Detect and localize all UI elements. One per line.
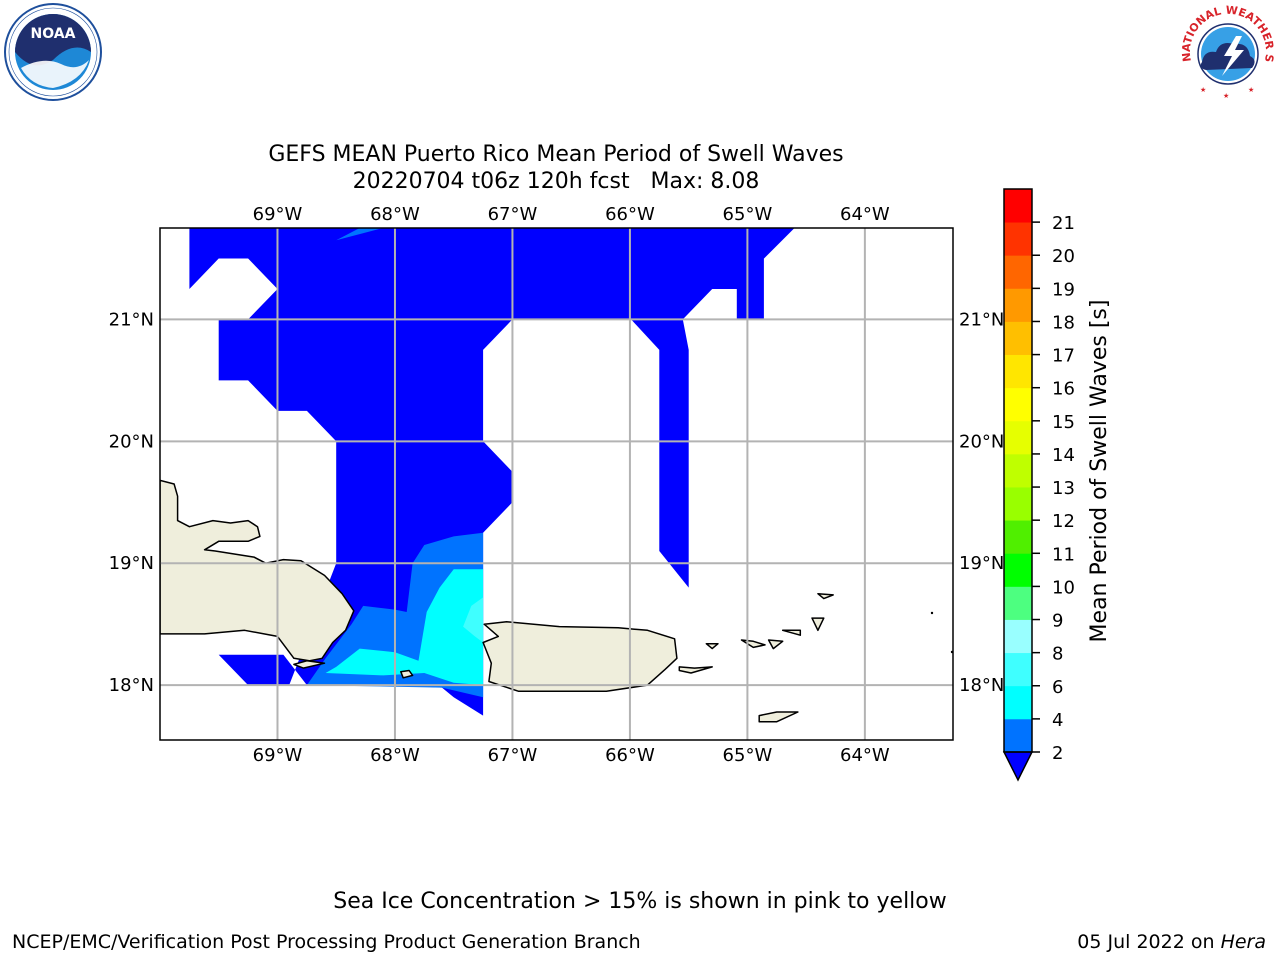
- land-culebra: [705, 642, 719, 650]
- lon-label-bottom: 64°W: [840, 745, 890, 766]
- run-date: 05 Jul 2022 on Hera: [1077, 931, 1266, 953]
- land-virgin-gorda: [811, 617, 825, 632]
- lon-label-bottom: 67°W: [488, 745, 538, 766]
- colorbar-bin: [1004, 652, 1032, 687]
- lat-label-left: 21°N: [109, 309, 154, 330]
- colorbar: 2 4 6 8 9 10 11 12 13 14 15 16 17 18 19 20 21 Mean Perio…: [1002, 188, 1112, 782]
- lon-label-bottom: 65°W: [723, 745, 773, 766]
- colorbar-tick-label: 21: [1052, 213, 1075, 234]
- colorbar-tick-label: 20: [1052, 246, 1075, 267]
- colorbar-under-arrow: [1002, 751, 1034, 782]
- lon-label-top: 66°W: [605, 204, 655, 225]
- small-islands: [930, 611, 954, 654]
- svg-text:★: ★: [1200, 86, 1206, 94]
- colorbar-bin: [1004, 387, 1032, 422]
- lat-label-right: 19°N: [959, 553, 1004, 574]
- colorbar-tick-label: 12: [1052, 511, 1075, 532]
- longitude-labels: 69°W 69°W 68°W 68°W 67°W 67°W 66°W 66°W 65°W 65°W…: [253, 204, 890, 766]
- lon-label-top: 67°W: [488, 204, 538, 225]
- contour-region-6s-4: [325, 569, 484, 686]
- lat-label-right: 20°N: [959, 431, 1004, 452]
- colorbar-bin: [1004, 189, 1032, 223]
- island-dot: [950, 650, 954, 654]
- noaa-logo-text: NOAA: [31, 26, 76, 42]
- map-subtitle: 20220704 t06z 120h fcst Max: 8.08: [353, 169, 760, 194]
- land-hispaniola: [160, 479, 355, 662]
- lat-label-left: 19°N: [109, 553, 154, 574]
- colorbar-tick-label: 11: [1052, 544, 1075, 565]
- colorbar-tick-label: 17: [1052, 346, 1075, 367]
- colorbar-bin: [1004, 255, 1032, 289]
- graticule: [160, 228, 953, 740]
- lon-label-bottom: 66°W: [605, 745, 655, 766]
- land-st-john: [767, 639, 784, 650]
- branch-credit: NCEP/EMC/Verification Post Processing Pr…: [12, 931, 641, 953]
- colorbar-bin: [1004, 420, 1032, 455]
- land-st-croix: [758, 711, 799, 723]
- land-anegada: [817, 592, 834, 600]
- land-isla-saona: [293, 660, 326, 669]
- latitude-labels: 18°N 18°N 19°N 19°N 20°N 20°N 21°N 21°N: [109, 309, 1005, 696]
- island-dot: [930, 611, 934, 615]
- lat-label-left: 20°N: [109, 431, 154, 452]
- colorbar-frame: [1003, 188, 1033, 753]
- colorbar-tick-label: 18: [1052, 312, 1075, 333]
- colorbar-bin: [1004, 718, 1032, 753]
- noaa-logo: NOAA: [4, 3, 102, 101]
- colorbar-tick-label: 6: [1052, 677, 1063, 698]
- land-vieques: [678, 666, 713, 674]
- colorbar-bin: [1004, 553, 1032, 587]
- lat-label-right: 21°N: [959, 309, 1004, 330]
- nws-logo: NATIONAL WEATHER SERVICE ★ ★ ★: [1178, 2, 1276, 100]
- colorbar-tick-label: 8: [1052, 644, 1063, 665]
- colorbar-bin: [1004, 520, 1032, 554]
- lon-label-top: 68°W: [370, 204, 420, 225]
- colorbar-tick-label: 16: [1052, 379, 1075, 400]
- lon-label-top: 69°W: [253, 204, 303, 225]
- lon-label-top: 64°W: [840, 204, 890, 225]
- run-date-text: 05 Jul 2022 on: [1077, 931, 1215, 953]
- run-host: Hera: [1220, 931, 1266, 953]
- colorbar-bin: [1004, 288, 1032, 322]
- colorbar-bin: [1004, 453, 1032, 488]
- lon-label-top: 65°W: [723, 204, 773, 225]
- lat-label-left: 18°N: [109, 675, 154, 696]
- contour-region-8s-5: [463, 597, 484, 643]
- colorbar-tick-label: 2: [1052, 743, 1063, 764]
- colorbar-tick-label: 15: [1052, 412, 1075, 433]
- lon-label-bottom: 68°W: [370, 745, 420, 766]
- contour-region-4s-2: [336, 228, 384, 241]
- colorbar-tick-label: 19: [1052, 279, 1075, 300]
- colorbar-bin: [1004, 685, 1032, 720]
- lon-label-bottom: 69°W: [253, 745, 303, 766]
- colorbar-bin: [1004, 354, 1032, 389]
- svg-text:★: ★: [1223, 92, 1229, 100]
- map-title: GEFS MEAN Puerto Rico Mean Period of Swe…: [268, 142, 843, 167]
- landmasses: [160, 479, 834, 723]
- contour-region-2s-1: [763, 228, 795, 259]
- colorbar-tick-label: 9: [1052, 611, 1063, 632]
- svg-text:★: ★: [1248, 86, 1254, 94]
- colorbar-bin: [1004, 619, 1032, 654]
- colorbar-tick-label: 4: [1052, 710, 1063, 731]
- colorbar-bin: [1004, 586, 1032, 620]
- sea-ice-note: Sea Ice Concentration > 15% is shown in …: [333, 889, 947, 914]
- colorbar-tick-label: 13: [1052, 478, 1075, 499]
- colorbar-bin: [1004, 321, 1032, 355]
- colorbar-tick-label: 10: [1052, 577, 1075, 598]
- map-frame: [159, 227, 954, 741]
- map-plot-area: 69°W 69°W 68°W 68°W 67°W 67°W 66°W 66°W 65°W 65°W…: [109, 204, 1005, 766]
- colorbar-tick-label: 14: [1052, 445, 1075, 466]
- colorbar-label: Mean Period of Swell Waves [s]: [1087, 300, 1112, 643]
- colorbar-bin: [1004, 487, 1032, 521]
- land-tortola: [781, 629, 802, 636]
- land-isla-mona: [400, 669, 414, 679]
- lat-label-right: 18°N: [959, 675, 1004, 696]
- colorbar-bin: [1004, 222, 1032, 256]
